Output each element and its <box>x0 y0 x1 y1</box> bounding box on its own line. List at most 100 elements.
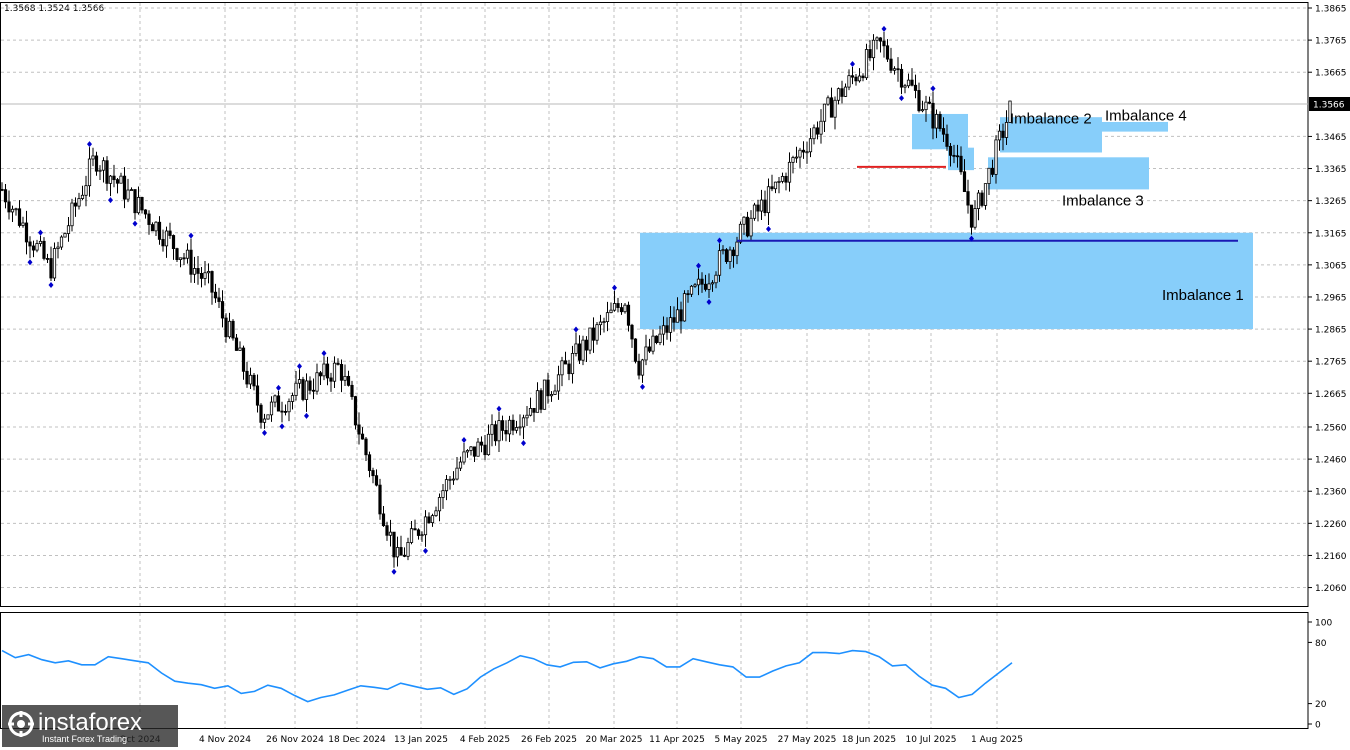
brand-name: instaforex <box>38 709 143 736</box>
candle-body <box>409 528 414 543</box>
price-tick-label: 1.3065 <box>1315 261 1347 271</box>
candle-body <box>679 309 683 322</box>
candle-body <box>994 139 998 175</box>
candle-body <box>1008 100 1012 123</box>
candle-body <box>469 446 473 451</box>
candle-body <box>822 103 827 122</box>
candle-body <box>493 424 498 442</box>
candle-body <box>784 175 788 183</box>
candle-body <box>31 245 36 251</box>
candle-body <box>896 68 900 71</box>
candle-body <box>1004 122 1009 138</box>
candle-body <box>357 424 361 435</box>
current-price-label: 1.3566 <box>1313 101 1345 111</box>
indicator-tick-label: 20 <box>1315 700 1327 710</box>
candle-body <box>126 189 130 200</box>
candle-body <box>28 241 32 247</box>
fractal-up-marker <box>276 384 281 391</box>
candle-body <box>973 208 977 228</box>
candle-body <box>518 426 522 429</box>
candle-body <box>623 304 627 313</box>
candle-body <box>336 362 340 365</box>
candle-body <box>535 390 540 413</box>
date-tick-label: 18 Dec 2024 <box>328 735 386 745</box>
candle-body <box>696 278 701 286</box>
candle-body <box>868 49 872 59</box>
candle-body <box>59 236 64 248</box>
candle-body <box>45 258 50 260</box>
candle-body <box>567 363 571 375</box>
candle-body <box>287 401 291 413</box>
candle-body <box>63 233 67 238</box>
candle-body <box>136 196 141 214</box>
price-tick-label: 1.3765 <box>1315 37 1347 47</box>
candle-body <box>549 394 554 397</box>
candle-body <box>108 175 113 184</box>
candle-body <box>731 249 736 257</box>
candle-body <box>353 396 358 426</box>
candle-body <box>472 446 477 457</box>
candle-body <box>448 478 452 481</box>
candle-body <box>161 238 165 247</box>
candle-body <box>602 321 606 323</box>
candle-body <box>703 283 708 290</box>
candle-body <box>227 320 232 338</box>
date-tick-label: 20 Mar 2025 <box>585 735 642 745</box>
fractal-up-marker <box>188 232 194 239</box>
candle-body <box>952 154 956 157</box>
candle-body <box>364 438 368 456</box>
candle-body <box>710 282 715 285</box>
candle-body <box>52 248 57 279</box>
candle-body <box>203 272 207 279</box>
candle-body <box>966 191 970 206</box>
fractal-down-marker <box>521 440 526 447</box>
candle-body <box>738 223 743 243</box>
imbalance-label-1: Imbalance 1 <box>1162 287 1244 304</box>
price-panel-frame <box>0 2 1309 607</box>
candle-body <box>553 390 557 395</box>
candle-body <box>787 161 792 183</box>
candle-body <box>724 249 729 262</box>
fractal-down-marker <box>262 429 267 436</box>
fractal-up-marker <box>87 141 92 148</box>
candle-body <box>374 475 379 486</box>
candle-body <box>119 175 123 184</box>
candle-body <box>707 283 711 290</box>
candle-body <box>717 250 722 276</box>
candle-body <box>444 479 449 492</box>
candle-body <box>290 395 295 402</box>
candle-body <box>35 243 39 251</box>
candle-body <box>770 186 774 190</box>
fractal-up-marker <box>321 350 327 357</box>
candle-body <box>588 327 592 351</box>
candle-body <box>168 230 172 236</box>
candle-body <box>626 304 631 326</box>
candle-body <box>899 68 904 88</box>
candle-body <box>217 297 221 302</box>
candle-body <box>3 189 8 203</box>
fractal-up-marker <box>881 25 887 32</box>
candle-body <box>147 213 151 225</box>
candle-body <box>525 414 529 419</box>
price-tick-label: 1.3365 <box>1315 165 1347 175</box>
candle-body <box>980 192 984 206</box>
candle-body <box>605 312 610 322</box>
candle-body <box>465 450 470 453</box>
candle-body <box>276 395 281 412</box>
imbalance-zone-4 <box>1100 121 1168 132</box>
imbalance-label-4: Imbalance 4 <box>1105 107 1187 124</box>
candle-body <box>402 554 407 557</box>
fractal-down-marker <box>706 298 712 305</box>
candle-body <box>987 167 991 184</box>
candle-body <box>976 192 981 209</box>
candle-body <box>154 221 158 232</box>
candle-body <box>388 531 393 536</box>
candle-body <box>560 360 564 376</box>
brand-logo: instaforex Instant Forex Trading <box>2 705 178 747</box>
candle-body <box>742 216 746 225</box>
candle-body <box>969 204 974 228</box>
candle-body <box>458 461 463 469</box>
candle-body <box>640 359 645 376</box>
candle-body <box>528 408 533 416</box>
price-tick-label: 1.2965 <box>1315 293 1347 303</box>
